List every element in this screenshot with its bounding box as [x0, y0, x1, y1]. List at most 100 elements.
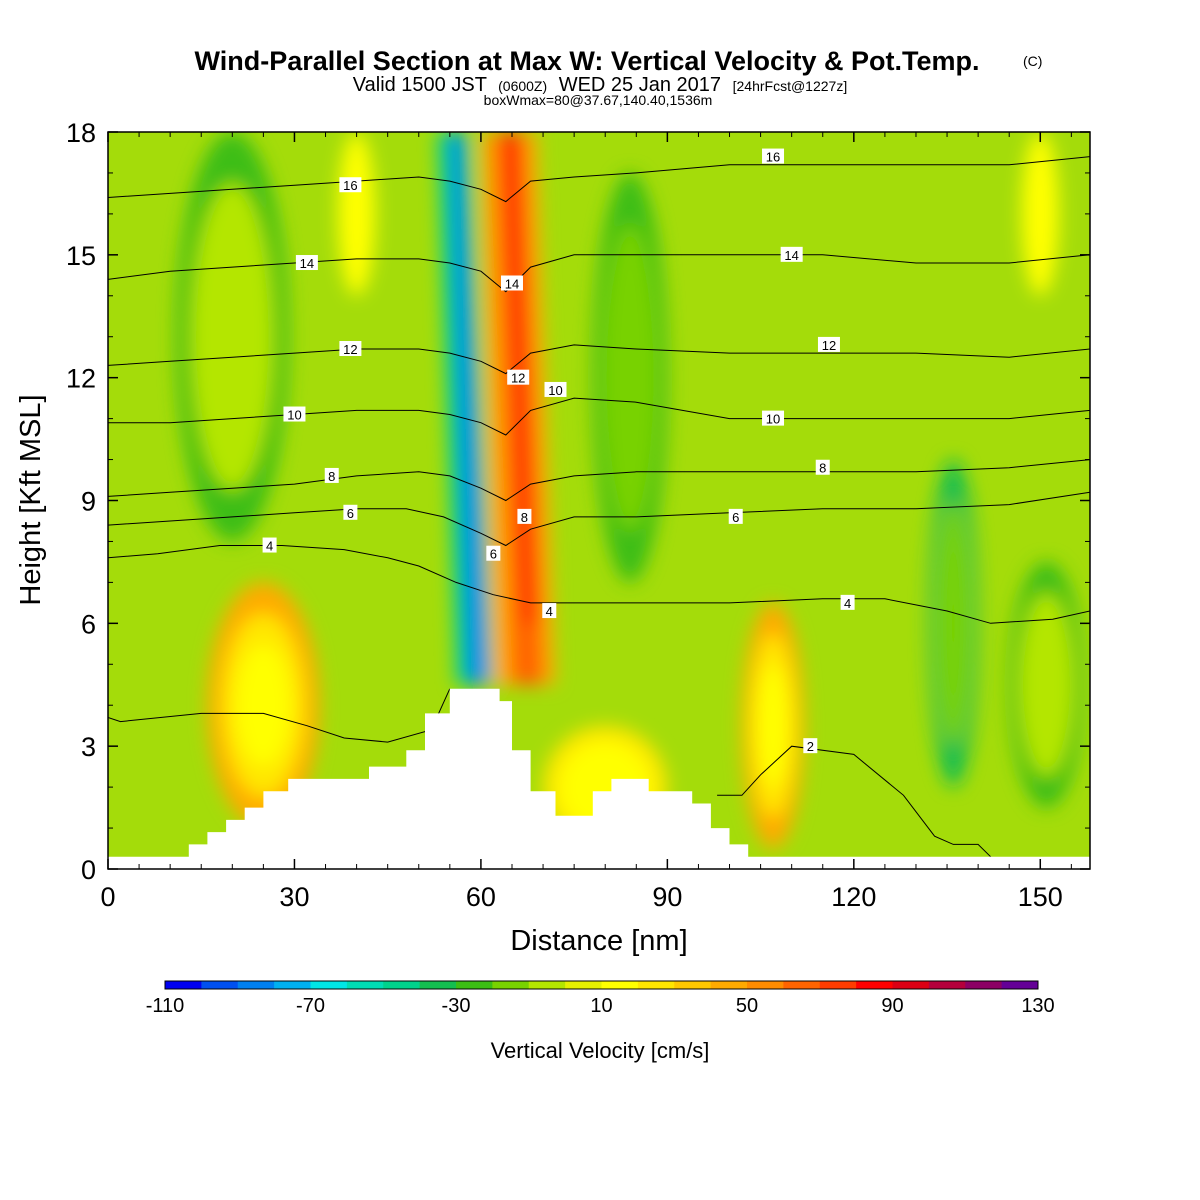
- colorbar-swatch-3: [274, 981, 311, 989]
- colorbar: [165, 981, 1039, 989]
- y-tick-label-5: 15: [66, 241, 96, 271]
- theta-contour-6: [108, 344, 1090, 375]
- colorbar-swatch-18: [819, 981, 857, 989]
- y-tick-label-6: 18: [66, 118, 96, 148]
- colorbar-title: Vertical Velocity [cm/s]: [491, 1038, 710, 1063]
- w-blob-7-0: [337, 132, 376, 296]
- chart-title: Wind-Parallel Section at Max W: Vertical…: [195, 46, 980, 76]
- theta-contour-7: [108, 254, 1090, 293]
- colorbar-frame: [164, 980, 1039, 990]
- contour-label-9: 8: [517, 508, 532, 525]
- theta-contour-1: [717, 745, 991, 858]
- x-tick-label-3: 90: [652, 882, 682, 912]
- svg-text:10: 10: [766, 412, 780, 427]
- colorbar-swatch-0: [165, 981, 202, 989]
- w-band-downdraft-core: [449, 132, 488, 685]
- contour-label-0: 2: [803, 738, 818, 754]
- svg-text:14: 14: [505, 276, 519, 291]
- subtitle-utc: (0600Z): [498, 78, 547, 94]
- svg-text:14: 14: [300, 256, 314, 271]
- theta-contour-8: [108, 156, 1090, 203]
- colorbar-ticks: -110 -70 -30 10 50 90 130: [146, 995, 1055, 1017]
- terrain: [108, 688, 1090, 869]
- colorbar-swatch-9: [492, 981, 530, 989]
- svg-text:8: 8: [328, 469, 335, 484]
- svg-text:16: 16: [343, 178, 357, 193]
- contour-label-19: 16: [339, 177, 362, 193]
- contour-label-15: 12: [507, 369, 530, 386]
- svg-text:2: 2: [807, 739, 814, 754]
- colorbar-swatch-21: [928, 981, 966, 989]
- colorbar-swatch-19: [856, 981, 893, 989]
- svg-text:6: 6: [490, 547, 497, 562]
- svg-text:10: 10: [287, 408, 301, 423]
- x-tick-label-4: 120: [831, 882, 876, 912]
- contour-label-12: 10: [544, 381, 567, 398]
- colorbar-swatch-17: [783, 981, 821, 989]
- colorbar-tick-label-1: -70: [296, 995, 325, 1017]
- contour-label-4: 6: [343, 504, 358, 521]
- svg-text:4: 4: [546, 604, 553, 619]
- y-tick-label-3: 9: [81, 487, 96, 517]
- colorbar-swatch-11: [565, 981, 602, 989]
- contour-label-3: 4: [542, 603, 557, 619]
- x-tick-label-1: 30: [279, 882, 309, 912]
- colorbar-swatch-5: [346, 981, 384, 989]
- colorbar-tick-label-4: 50: [736, 995, 758, 1017]
- subtitle-valid: Valid 1500 JST: [353, 74, 487, 96]
- w-blob-8-0: [1021, 132, 1059, 296]
- svg-text:12: 12: [511, 371, 525, 386]
- colorbar-swatch-16: [747, 981, 784, 989]
- w-blob-5-2: [757, 664, 789, 788]
- colorbar-swatch-23: [1001, 981, 1039, 989]
- theta-contour-2: [108, 545, 1090, 624]
- colorbar-swatch-13: [637, 981, 675, 989]
- colorbar-swatch-15: [710, 981, 748, 989]
- y-axis-title: Height [Kft MSL]: [15, 394, 47, 605]
- y-tick-label-1: 3: [81, 732, 96, 762]
- colorbar-swatch-22: [965, 981, 1003, 989]
- colorbar-swatch-6: [383, 981, 421, 989]
- contour-label-8: 8: [815, 459, 830, 476]
- contour-label-6: 6: [486, 545, 501, 562]
- contour-label-13: 12: [339, 341, 362, 357]
- colorbar-swatch-12: [601, 981, 639, 989]
- colorbar-swatch-10: [528, 981, 566, 989]
- colorbar-swatch-20: [892, 981, 930, 989]
- w-blob-2-1: [934, 500, 972, 747]
- theta-contour-4: [108, 459, 1090, 502]
- svg-text:10: 10: [548, 383, 562, 398]
- chart-subtitle: Valid 1500 JST (0600Z) WED 25 Jan 2017 […: [353, 74, 847, 96]
- colorbar-tick-label-2: -30: [442, 995, 471, 1017]
- x-tick-label-5: 150: [1018, 882, 1063, 912]
- contour-label-7: 8: [324, 467, 339, 484]
- svg-text:6: 6: [347, 506, 354, 521]
- contour-label-14: 12: [817, 336, 840, 353]
- w-blob-0-1: [190, 183, 275, 491]
- contour-label-2: 4: [840, 594, 855, 611]
- chart-subtitle-box: boxWmax=80@37.67,140.40,1536m: [484, 92, 713, 108]
- colorbar-swatch-7: [419, 981, 457, 989]
- x-tick-label-0: 0: [100, 882, 115, 912]
- w-blob-1-1: [602, 224, 659, 532]
- chart-title-mark: (C): [1023, 53, 1042, 69]
- colorbar-tick-label-3: 10: [590, 995, 612, 1017]
- x-axis-title: Distance [nm]: [510, 925, 687, 957]
- svg-text:14: 14: [784, 248, 798, 263]
- svg-text:4: 4: [844, 596, 851, 611]
- svg-text:6: 6: [732, 510, 739, 525]
- theta-contour-5: [108, 397, 1090, 436]
- colorbar-tick-label-0: -110: [146, 995, 185, 1017]
- y-axis: 0 3 6 9 12 15 18: [66, 118, 1090, 885]
- svg-text:12: 12: [343, 342, 357, 357]
- contour-label-11: 10: [762, 410, 785, 427]
- y-tick-label-0: 0: [81, 855, 96, 885]
- theta-contour-3: [108, 491, 1090, 547]
- colorbar-swatch-8: [456, 981, 493, 989]
- contour-label-17: 14: [780, 246, 803, 263]
- x-tick-label-2: 60: [466, 882, 496, 912]
- contour-label-18: 14: [500, 275, 523, 291]
- y-tick-label-4: 12: [66, 364, 96, 394]
- contour-label-5: 6: [728, 508, 743, 525]
